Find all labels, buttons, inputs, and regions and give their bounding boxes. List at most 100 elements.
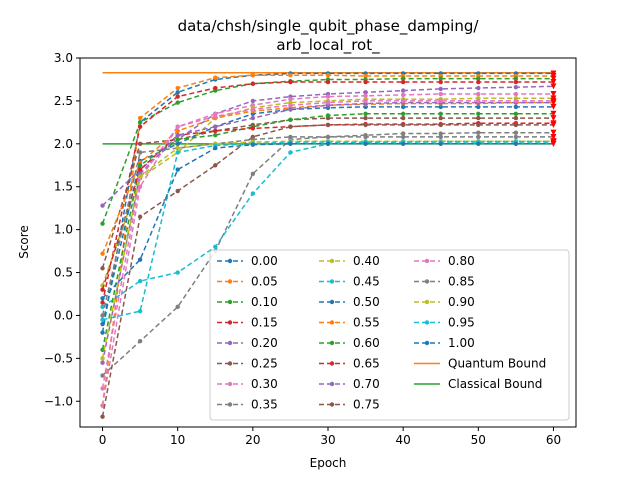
series-point [438, 131, 443, 136]
legend-label: 0.50 [353, 295, 380, 309]
series-point [363, 98, 368, 104]
series-point [137, 120, 143, 125]
series-point [250, 126, 256, 131]
series-point [476, 122, 481, 128]
y-tick-label: −0.5 [44, 351, 73, 365]
legend-swatch-marker [227, 279, 233, 284]
series-point [513, 130, 519, 135]
series-point [175, 128, 180, 134]
legend-label: 0.75 [353, 398, 380, 412]
y-tick-label: 3.0 [54, 51, 73, 65]
legend-swatch-marker [227, 340, 233, 346]
legend-swatch-marker [329, 381, 335, 387]
series-point [100, 386, 105, 391]
series-point [137, 278, 143, 284]
series-point [213, 128, 218, 134]
series-point [137, 214, 143, 219]
series-point [175, 304, 180, 310]
series-point [363, 122, 368, 128]
series-point [325, 141, 331, 147]
legend-swatch-marker [329, 279, 335, 284]
series-point [438, 76, 443, 81]
series-point [400, 76, 406, 81]
series-point [438, 98, 443, 104]
series-point [100, 251, 105, 256]
y-tick-label: 0.5 [54, 266, 73, 280]
legend-swatch-marker [329, 258, 335, 264]
legend-label: 0.20 [251, 336, 278, 350]
series-point [137, 150, 143, 155]
legend-label: 0.40 [353, 254, 380, 268]
x-axis-label: Epoch [310, 456, 347, 470]
legend-swatch-marker [227, 381, 233, 387]
series-point [325, 72, 331, 78]
legend-label: 0.70 [353, 377, 380, 391]
series-point [400, 98, 406, 104]
series-point [400, 111, 406, 116]
series-point [325, 100, 331, 105]
series-point [325, 134, 331, 140]
legend-label: 0.25 [251, 357, 278, 371]
plot-frame [79, 57, 577, 428]
series-point [513, 134, 519, 140]
series-point [100, 266, 105, 271]
series-end-marker [550, 75, 557, 82]
series-point [288, 117, 293, 122]
y-tick-label: 2.5 [54, 94, 73, 108]
series-point [100, 304, 105, 310]
series-point [137, 115, 143, 121]
series-point [400, 141, 406, 147]
series-point [400, 92, 406, 98]
series-point [175, 100, 180, 105]
series-point [476, 134, 481, 140]
series-point [438, 79, 443, 85]
x-tick-label: 50 [471, 433, 486, 447]
series-point [250, 72, 256, 78]
series-point [363, 73, 368, 79]
series-point [438, 141, 443, 147]
legend-swatch-marker [424, 320, 430, 325]
series-point [438, 91, 443, 97]
legend-swatch-marker [329, 320, 335, 325]
series-point [363, 79, 368, 85]
series-point [213, 133, 218, 138]
legend-swatch-marker [329, 299, 335, 305]
series-point [250, 191, 256, 196]
y-tick-label: 1.0 [54, 223, 73, 237]
series-point [213, 75, 218, 80]
series-point [513, 104, 519, 110]
series-point [100, 321, 105, 327]
legend-label: 0.90 [448, 295, 475, 309]
series-point [438, 134, 443, 140]
y-tick-label: 2.0 [54, 137, 73, 151]
series-point [438, 111, 443, 116]
series-point [100, 414, 105, 419]
legend-swatch-marker [329, 361, 335, 366]
series-point [137, 124, 143, 129]
series-point [476, 98, 481, 104]
series-end-marker [550, 97, 557, 104]
series-point [513, 91, 519, 97]
legend-swatch-marker [227, 402, 233, 407]
legend-label: 0.35 [251, 398, 278, 412]
legend-swatch-marker [227, 299, 233, 305]
x-tick-label: 20 [245, 433, 260, 447]
series-end-marker [550, 133, 557, 140]
x-tick-label: 0 [99, 433, 107, 447]
series-point [175, 150, 180, 155]
series-point [513, 79, 519, 85]
series-point [137, 167, 143, 172]
chart-title-line-1: data/chsh/single_qubit_phase_damping/ [178, 17, 480, 36]
series-point [175, 167, 180, 172]
series-point [476, 115, 481, 121]
legend-swatch-marker [329, 402, 335, 407]
series-point [288, 102, 293, 108]
series-point [250, 115, 256, 121]
legend-label: 0.60 [353, 336, 380, 350]
legend-swatch-marker [329, 340, 335, 346]
series-point [250, 171, 256, 177]
legend-label: Classical Bound [448, 377, 542, 391]
chart-title-line-2: arb_local_rot_ [276, 36, 380, 55]
series-point [400, 131, 406, 136]
series-point [513, 98, 519, 104]
